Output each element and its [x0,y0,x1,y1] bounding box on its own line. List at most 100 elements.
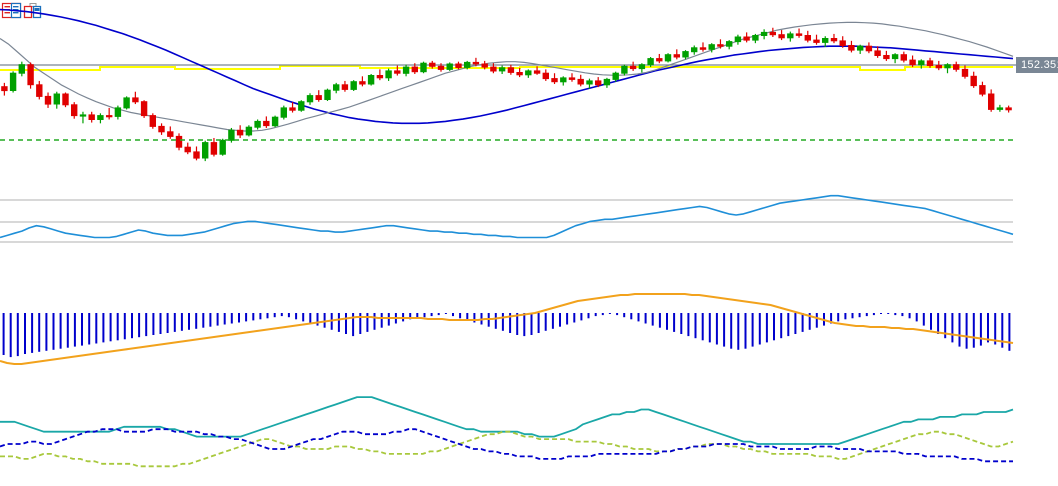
candlestick-series [1,27,1012,162]
candle-body [717,44,724,47]
di-plus-line [0,430,1014,468]
candle-body [699,47,707,50]
candle-body [787,33,794,39]
adx-panel[interactable] [0,370,1058,486]
candle-body [333,84,340,91]
candle-body [289,107,296,111]
candle-body [18,64,26,74]
candle-body [280,107,288,118]
candle-body [568,77,576,80]
candle-body [760,31,768,37]
candle-body [944,64,951,69]
candle-body [202,142,209,159]
candle-body [577,78,584,85]
candle-body [996,107,1004,110]
candle-body [79,114,87,117]
candle-body [402,66,410,74]
candle-body [123,97,130,109]
candle-body [542,72,549,80]
candle-body [9,72,17,91]
candle-body [132,97,139,103]
macd-panel[interactable] [0,260,1058,370]
candle-body [656,58,663,62]
candle-body [341,84,349,90]
adx-plot[interactable] [0,370,1058,486]
candle-body [638,64,646,70]
candle-body [603,78,611,86]
candle-body [848,45,855,51]
candle-body [874,50,881,57]
yellow-step-line [0,65,1013,71]
candle-body [621,65,628,74]
candle-body [804,35,811,41]
candle-body [167,131,174,137]
candle-body [472,61,480,65]
oscillator-line [0,194,1014,239]
candle-body [481,63,488,68]
candle-body [140,101,148,117]
candle-body [420,62,427,73]
candle-body [359,81,366,85]
candle-body [595,80,602,86]
candle-body [219,139,226,155]
candle-body [857,45,864,51]
candle-body [691,47,698,53]
candle-body [865,45,873,52]
price-panel[interactable] [0,0,1058,185]
ma-fast-gray-line [0,21,1014,132]
candle-body [778,34,785,39]
candle-body [961,68,969,77]
candle-body [158,125,165,133]
candle-body [71,104,78,117]
candle-body [411,66,419,73]
candle-body [210,142,218,155]
candle-body [1,86,8,92]
candle-body [429,62,436,67]
candle-body [367,75,375,85]
ma-slow-blue-line [0,8,1014,125]
candle-body [988,93,995,110]
candle-body [446,63,453,70]
price-plot[interactable] [0,0,1058,185]
candle-body [822,38,829,43]
candle-body [533,70,541,74]
candle-body [516,72,523,76]
candle-body [490,66,497,72]
candle-body [437,65,445,70]
candle-body [1005,107,1012,111]
candle-body [376,75,384,79]
candle-body [306,95,314,103]
candle-body [149,115,157,127]
candle-body [263,120,270,127]
candle-body [245,126,253,136]
candle-body [769,31,776,36]
macd-signal-line [0,293,1014,365]
candle-body [647,58,654,66]
candle-body [394,70,401,74]
candle-body [830,38,838,42]
candle-body [455,63,462,68]
candle-body [752,35,759,41]
candle-body [673,54,680,58]
candle-body [664,54,672,62]
candle-body [682,51,689,58]
candle-body [193,151,200,159]
candle-body [891,54,899,60]
oscillator-panel[interactable] [0,185,1058,260]
candle-body [979,85,986,95]
candle-body [228,129,235,141]
macd-plot[interactable] [0,260,1058,370]
candle-body [926,60,934,67]
candle-body [184,146,191,153]
oscillator-plot[interactable] [0,185,1058,260]
macd-histogram-series [2,313,1011,358]
candle-body [97,115,104,120]
di-minus-line [0,428,1013,463]
candle-body [586,80,593,85]
candle-body [464,61,471,68]
candle-body [315,95,322,100]
candle-body [254,120,261,128]
candle-body [795,33,803,36]
candle-body [324,89,331,100]
candle-body [525,70,532,76]
